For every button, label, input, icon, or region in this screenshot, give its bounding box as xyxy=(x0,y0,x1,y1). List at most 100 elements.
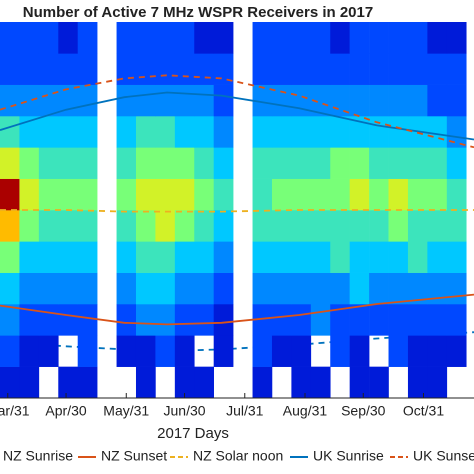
heatmap-cell xyxy=(58,366,79,399)
heatmap-cell xyxy=(116,210,137,242)
heatmap-cell xyxy=(194,22,214,54)
heatmap-cell xyxy=(77,84,98,117)
heatmap-cell xyxy=(58,210,79,242)
heatmap-cell xyxy=(252,84,273,117)
heatmap-cell xyxy=(38,147,59,179)
x-tick-label: Oct/31 xyxy=(403,403,444,419)
heatmap-cell xyxy=(155,178,176,211)
heatmap-cell xyxy=(116,22,137,54)
heatmap-cell xyxy=(38,178,59,211)
heatmap-cell xyxy=(38,84,59,117)
heatmap-cell xyxy=(213,210,234,242)
heatmap-cell xyxy=(0,178,20,211)
heatmap-cell xyxy=(135,210,156,242)
heatmap-cell xyxy=(291,241,312,273)
heatmap-cell xyxy=(271,116,292,148)
heatmap-cell xyxy=(58,53,79,85)
heatmap-cell xyxy=(310,178,331,211)
heatmap-cell xyxy=(369,241,389,273)
heatmap-cell xyxy=(58,116,79,148)
heatmap-cell xyxy=(155,210,176,242)
heatmap-cell xyxy=(155,116,176,148)
heatmap-cell xyxy=(155,84,176,117)
heatmap-cell xyxy=(0,210,20,242)
heatmap-cell xyxy=(19,366,40,399)
heatmap-cell xyxy=(271,84,292,117)
heatmap-cell xyxy=(194,84,214,117)
x-tick-label: Mar/31 xyxy=(0,403,30,419)
heatmap-cell xyxy=(446,241,467,273)
heatmap-cell xyxy=(38,210,59,242)
heatmap-cell xyxy=(38,22,59,54)
heatmap-cell xyxy=(77,53,98,85)
heatmap-cell xyxy=(19,304,40,336)
heatmap-cell xyxy=(407,272,428,305)
heatmap-cell xyxy=(135,272,156,305)
x-tick-label: May/31 xyxy=(103,403,149,419)
heatmap-cell xyxy=(77,272,98,305)
heatmap-cell xyxy=(330,147,350,179)
heatmap-cell xyxy=(349,366,370,399)
heatmap-cell xyxy=(291,304,312,336)
heatmap-cell xyxy=(407,53,428,85)
heatmap-cell xyxy=(388,210,409,242)
heatmap-cell xyxy=(19,241,40,273)
heatmap-cell xyxy=(310,366,331,399)
heatmap-cell xyxy=(291,22,312,54)
heatmap-cell xyxy=(427,116,448,148)
heatmap-cell xyxy=(174,366,195,399)
heatmap-cell xyxy=(213,178,234,211)
heatmap-cell xyxy=(155,22,176,54)
heatmap-cell xyxy=(116,272,137,305)
heatmap-cell xyxy=(116,53,137,85)
heatmap-cell xyxy=(19,22,40,54)
heatmap-cell xyxy=(369,178,389,211)
heatmap-cell xyxy=(407,304,428,336)
heatmap-cell xyxy=(446,304,467,336)
heatmap-cell xyxy=(19,53,40,85)
legend-label: UK Sunset xyxy=(413,448,474,464)
line xyxy=(0,209,474,213)
heatmap-cell xyxy=(155,53,176,85)
heatmap-cell xyxy=(194,210,214,242)
heatmap-cell xyxy=(58,178,79,211)
heatmap-cell xyxy=(349,53,370,85)
heatmap-cell xyxy=(369,272,389,305)
heatmap-cell xyxy=(330,304,350,336)
x-tick-label: Jun/30 xyxy=(164,403,206,419)
heatmap-cell xyxy=(213,304,234,336)
heatmap-cell xyxy=(349,241,370,273)
heatmap-cell xyxy=(135,335,156,367)
heatmap-cell xyxy=(0,53,20,85)
heatmap-cell xyxy=(310,241,331,273)
heatmap-cell xyxy=(252,22,273,54)
heatmap-cell xyxy=(291,53,312,85)
heatmap-cell xyxy=(19,335,40,367)
heatmap-cell xyxy=(77,366,98,399)
heatmap-cell xyxy=(58,304,79,336)
heatmap-cell xyxy=(369,366,389,399)
legend-label: NZ Sunset xyxy=(101,448,167,464)
line xyxy=(0,74,474,149)
heatmap-cell xyxy=(446,22,467,54)
heatmap-cell xyxy=(252,178,273,211)
heatmap-cell xyxy=(155,147,176,179)
x-tick-label: Apr/30 xyxy=(45,403,86,419)
heatmap-cell xyxy=(0,147,20,179)
heatmap-cell xyxy=(19,210,40,242)
heatmap-cell xyxy=(446,147,467,179)
heatmap-cell xyxy=(213,116,234,148)
heatmap-cell xyxy=(271,272,292,305)
line xyxy=(0,91,474,141)
heatmap-cell xyxy=(194,272,214,305)
heatmap-cell xyxy=(427,272,448,305)
heatmap-cell xyxy=(77,241,98,273)
heatmap-cell xyxy=(0,366,20,399)
heatmap-cell xyxy=(407,84,428,117)
heatmap-cell xyxy=(349,272,370,305)
heatmap-cell xyxy=(349,210,370,242)
heatmap-cell xyxy=(58,272,79,305)
heatmap-cell xyxy=(271,210,292,242)
heatmap-cell xyxy=(349,178,370,211)
heatmap-cell xyxy=(77,116,98,148)
